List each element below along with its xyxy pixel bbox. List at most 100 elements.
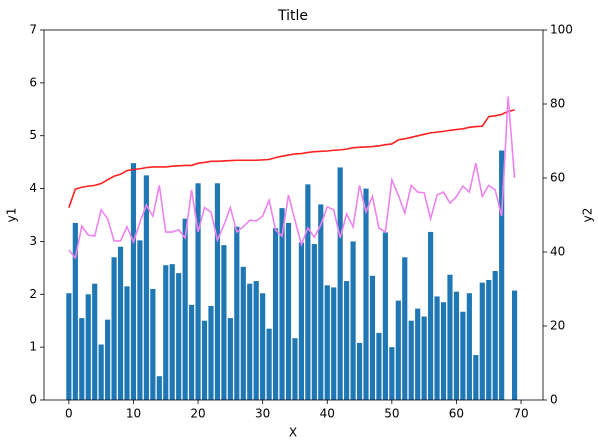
- bar: [85, 294, 91, 400]
- y-tick-label: 3: [29, 234, 37, 248]
- bar: [189, 304, 195, 400]
- y2-tick-label: 20: [550, 319, 565, 333]
- bar: [440, 302, 447, 400]
- bar: [350, 241, 356, 400]
- x-axis-label: X: [289, 426, 297, 440]
- bar: [363, 188, 369, 400]
- y-tick-label: 0: [29, 393, 37, 407]
- bar: [279, 208, 285, 400]
- bar: [208, 305, 214, 400]
- chart-title: Title: [277, 8, 308, 24]
- bar: [369, 275, 376, 400]
- bar: [240, 266, 246, 400]
- bar: [479, 282, 485, 400]
- y2-axis-label: y2: [581, 208, 595, 223]
- bar: [117, 246, 124, 400]
- bar: [421, 316, 427, 400]
- bar: [415, 308, 421, 400]
- bar: [305, 184, 311, 400]
- bar: [298, 242, 304, 400]
- bar: [72, 222, 78, 400]
- bar: [453, 291, 460, 400]
- bar: [79, 318, 85, 400]
- bar: [156, 376, 162, 400]
- bar: [124, 286, 130, 400]
- bar: [266, 328, 272, 400]
- bar: [389, 347, 395, 400]
- bar: [92, 283, 98, 400]
- y2-tick-label: 0: [550, 393, 558, 407]
- y2-tick-label: 80: [550, 97, 565, 111]
- bar: [195, 183, 201, 400]
- bar: [337, 167, 343, 400]
- bar: [285, 222, 292, 400]
- y-axis-label: y1: [5, 208, 19, 223]
- bar: [163, 265, 169, 400]
- bar: [428, 231, 434, 400]
- bar: [318, 204, 324, 400]
- y-tick-label: 2: [29, 287, 37, 301]
- bar: [66, 293, 72, 400]
- bar: [434, 296, 440, 400]
- x-tick-label: 10: [126, 407, 141, 421]
- bar: [486, 280, 492, 400]
- x-tick-label: 20: [190, 407, 205, 421]
- bar: [402, 257, 408, 400]
- bar: [143, 175, 149, 400]
- bar: [247, 283, 253, 400]
- bar: [150, 289, 156, 400]
- bar: [98, 344, 104, 400]
- bar: [214, 183, 221, 400]
- x-tick-label: 40: [320, 407, 335, 421]
- x-tick-label: 70: [513, 407, 528, 421]
- line: [68, 96, 516, 260]
- bar: [511, 290, 518, 400]
- y-tick-label: 4: [29, 181, 37, 195]
- bar: [344, 281, 350, 400]
- x-tick-label: 60: [449, 407, 464, 421]
- x-tick-label: 0: [65, 407, 73, 421]
- bar: [466, 293, 472, 400]
- bar: [499, 150, 505, 400]
- bar: [201, 320, 208, 400]
- bar: [234, 226, 240, 400]
- line: [68, 109, 515, 208]
- plot-frame: [43, 29, 544, 401]
- bar: [272, 228, 279, 400]
- bar: [169, 264, 175, 400]
- x-tick-label: 30: [255, 407, 270, 421]
- bar: [492, 271, 498, 400]
- bar: [473, 355, 479, 400]
- bar: [253, 281, 259, 400]
- y2-tick-label: 100: [550, 23, 573, 37]
- bar: [447, 274, 453, 400]
- bar: [221, 245, 227, 400]
- bar: [292, 338, 298, 400]
- x-tick-label: 50: [384, 407, 399, 421]
- y-tick-label: 1: [29, 340, 37, 354]
- bar: [130, 163, 137, 400]
- bar: [460, 311, 466, 400]
- bar: [311, 244, 317, 400]
- y-tick-label: 7: [29, 23, 37, 37]
- bar: [111, 257, 117, 400]
- bar: [182, 218, 188, 400]
- bar: [331, 287, 337, 400]
- y-tick-label: 5: [29, 128, 37, 142]
- bar: [324, 285, 330, 400]
- y-tick-label: 6: [29, 75, 37, 89]
- bar: [408, 320, 414, 400]
- bar: [395, 300, 401, 400]
- bar: [356, 342, 363, 400]
- bar: [176, 273, 182, 400]
- bar: [137, 240, 143, 400]
- bar: [260, 293, 266, 400]
- bar: [382, 232, 388, 400]
- bar: [105, 319, 111, 400]
- y2-tick-label: 40: [550, 245, 565, 259]
- y2-tick-label: 60: [550, 171, 565, 185]
- bar: [227, 318, 233, 400]
- bar: [376, 332, 382, 400]
